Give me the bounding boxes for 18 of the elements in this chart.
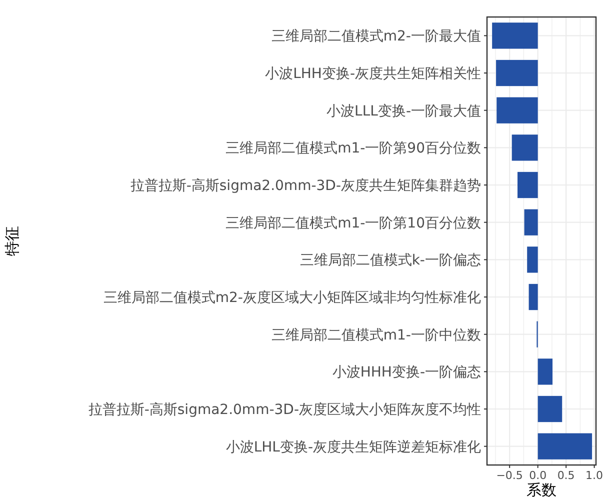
y-tick-label: 拉普拉斯-高斯sigma2.0mm-3D-灰度共生矩阵集群趋势 (130, 177, 481, 194)
y-tick-label: 小波LHH变换-灰度共生矩阵相关性 (265, 66, 481, 82)
y-tick-label: 小波LLL变换-一阶最大值 (326, 103, 481, 120)
y-tick-label: 三维局部二值模式m2-灰度区域大小矩阵区域非均匀性标准化 (103, 290, 481, 306)
y-axis-title: 特征 (3, 226, 21, 256)
x-tick-label: −0.5 (496, 469, 523, 482)
x-tick-label: 0.0 (529, 469, 547, 482)
x-tick-label: 1.0 (586, 469, 604, 482)
y-tick-label: 小波LHL变换-灰度共生矩阵逆差矩标准化 (226, 439, 481, 456)
x-tick-label: 0.5 (557, 469, 575, 482)
y-tick-label: 小波HHH变换-一阶偏态 (332, 364, 481, 381)
y-tick-label: 拉普拉斯-高斯sigma2.0mm-3D-灰度区域大小矩阵灰度不均性 (88, 401, 481, 418)
y-tick-label: 三维局部二值模式m1-一阶中位数 (271, 327, 481, 344)
y-tick-label: 三维局部二值模式m1-一阶第90百分位数 (226, 140, 481, 157)
y-tick-label: 三维局部二值模式k-一阶偏态 (300, 252, 481, 269)
y-tick-label: 三维局部二值模式m2-一阶最大值 (271, 28, 481, 45)
x-axis-title: 系数 (526, 481, 556, 497)
y-tick-label: 三维局部二值模式m1-一阶第10百分位数 (226, 215, 481, 232)
